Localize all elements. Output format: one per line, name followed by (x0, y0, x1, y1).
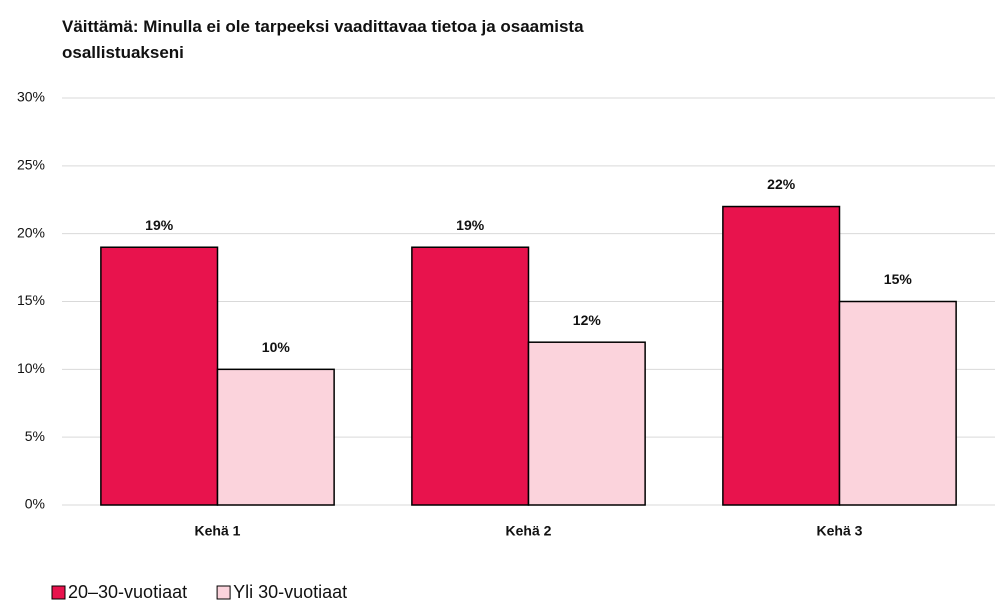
data-label: 19% (456, 217, 485, 233)
y-tick-label: 25% (17, 157, 45, 173)
legend-label: Yli 30-vuotiaat (233, 582, 347, 600)
y-tick-label: 10% (17, 360, 45, 376)
data-label: 10% (262, 339, 291, 355)
y-tick-label: 5% (25, 428, 45, 444)
legend-swatch (51, 585, 66, 600)
legend-label: 20–30-vuotiaat (68, 582, 187, 600)
x-tick-label: Kehä 1 (195, 523, 241, 539)
data-label: 22% (767, 176, 796, 192)
bar (838, 300, 957, 506)
bar (411, 246, 530, 506)
bar (722, 205, 841, 506)
bar (216, 368, 335, 506)
bar (100, 246, 219, 506)
chart-title: Väittämä: Minulla ei ole tarpeeksi vaadi… (62, 17, 584, 62)
data-label: 12% (573, 312, 602, 328)
legend-swatch (216, 585, 231, 600)
x-tick-label: Kehä 3 (817, 523, 863, 539)
y-tick-label: 0% (25, 496, 45, 512)
data-label: 15% (884, 271, 913, 287)
y-tick-label: 15% (17, 292, 45, 308)
x-tick-label: Kehä 2 (506, 523, 552, 539)
bar (527, 341, 646, 506)
y-tick-label: 30% (17, 89, 45, 105)
data-label: 19% (145, 217, 174, 233)
y-tick-label: 20% (17, 224, 45, 240)
